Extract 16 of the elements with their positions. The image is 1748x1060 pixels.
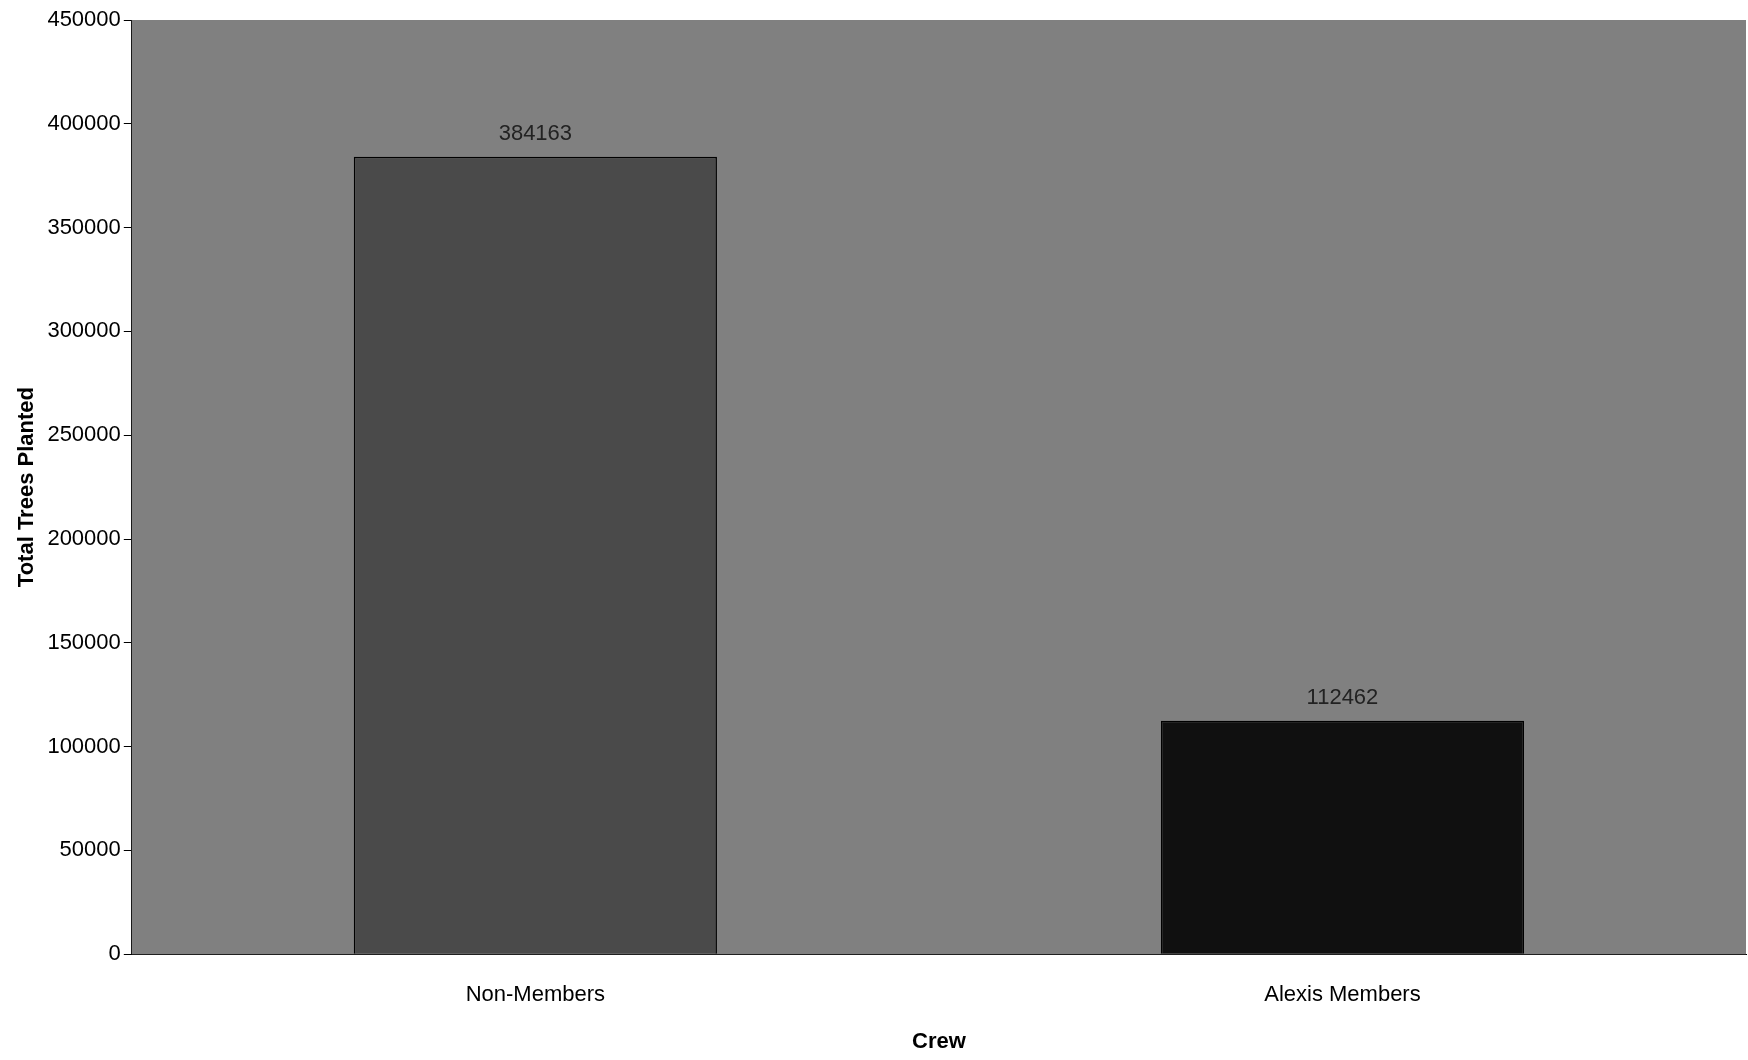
y-tick-label: 400000 (47, 109, 121, 135)
x-axis-title: Crew (912, 1027, 967, 1053)
x-tick-label: Alexis Members (1264, 981, 1421, 1007)
y-tick-label: 100000 (47, 732, 121, 758)
y-tick-label: 250000 (47, 421, 121, 447)
y-tick-label: 150000 (47, 628, 121, 654)
x-tick-label: Non-Members (465, 981, 606, 1007)
y-tick-label: 50000 (59, 836, 121, 862)
y-tick-label: 450000 (47, 6, 121, 32)
y-tick-label: 350000 (47, 213, 121, 239)
data-label: 112462 (1306, 683, 1379, 709)
data-label: 384163 (498, 119, 573, 145)
y-axis-title: Total Trees Planted (13, 387, 39, 588)
y-tick-label: 200000 (47, 525, 121, 551)
y-tick-label: 0 (108, 940, 121, 966)
y-tick-label: 300000 (47, 317, 121, 343)
